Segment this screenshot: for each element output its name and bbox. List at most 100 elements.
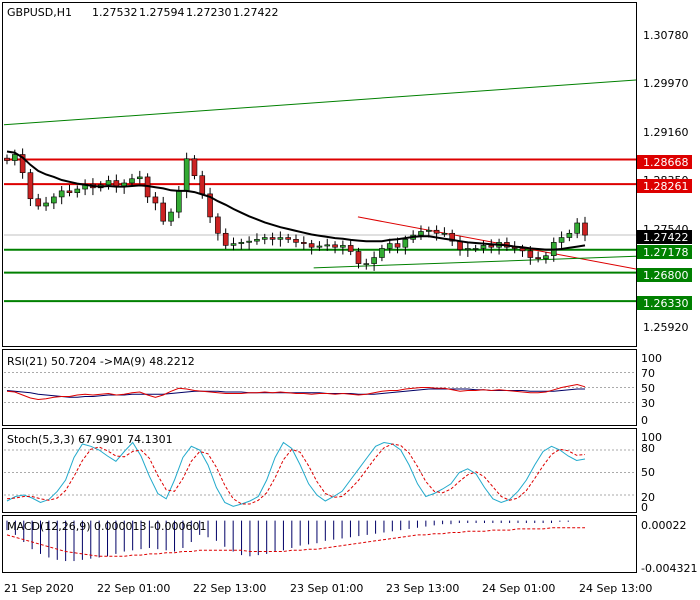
- bearish-candle: [199, 175, 206, 195]
- level-tag-bg: [637, 268, 692, 282]
- bearish-candle: [160, 202, 167, 222]
- bullish-candle: [340, 245, 346, 248]
- level-tag-bg: [637, 179, 692, 193]
- bearish-candle: [191, 158, 198, 177]
- bullish-candle: [574, 222, 580, 234]
- macd-chart: [6, 520, 585, 562]
- level-tag: 1.26800: [643, 269, 689, 282]
- bullish-candle: [51, 196, 57, 204]
- bearish-candle: [433, 229, 440, 234]
- bullish-candle: [261, 237, 268, 240]
- bullish-candle: [176, 190, 182, 213]
- bullish-candle: [386, 243, 393, 249]
- bearish-candle: [207, 193, 213, 218]
- rsi-axis-label: 50: [641, 382, 655, 395]
- bullish-candle: [136, 176, 143, 180]
- bullish-candle: [480, 245, 487, 249]
- bullish-candle: [363, 263, 370, 265]
- bearish-candle: [394, 243, 401, 248]
- stoch-k-line: [6, 441, 586, 507]
- bearish-candle: [535, 257, 541, 260]
- time-axis-label: 21 Sep 2020: [4, 582, 74, 595]
- bullish-candle: [230, 243, 237, 246]
- bullish-candle: [402, 239, 409, 248]
- bullish-candle: [254, 239, 260, 242]
- ohlc-low: 1.27230: [186, 6, 232, 19]
- current-price-tag: 1.27422: [643, 231, 689, 244]
- level-tag-bg: [637, 296, 692, 310]
- stoch-axis-label: 50: [641, 466, 655, 479]
- symbol-timeframe: GBPUSD,H1: [7, 6, 72, 19]
- ohlc-high: 1.27594: [139, 6, 185, 19]
- price-pane[interactable]: [2, 2, 637, 347]
- moving-average-line: [6, 150, 586, 251]
- rsi-axis-label: 100: [641, 352, 662, 365]
- bearish-candle: [449, 232, 456, 242]
- level-tag: 1.27178: [643, 246, 689, 259]
- bearish-candle: [488, 245, 495, 248]
- bearish-candle: [308, 243, 315, 248]
- bullish-candle: [465, 248, 471, 250]
- bearish-candle: [222, 232, 229, 246]
- macd-pane[interactable]: [2, 515, 637, 573]
- macd-signal-line: [6, 527, 585, 557]
- bullish-candle: [74, 188, 81, 193]
- current-price-tag-bg: [637, 230, 692, 244]
- bullish-candle: [324, 244, 331, 247]
- bearish-candle: [527, 250, 534, 258]
- stoch-axis-label: 80: [641, 442, 655, 455]
- time-axis-label: 24 Sep 01:00: [482, 582, 555, 595]
- rsi-axis: 100 70 50 30 0: [641, 352, 662, 427]
- rsi-axis-label: 0: [641, 414, 648, 427]
- time-axis-label: 22 Sep 13:00: [193, 582, 266, 595]
- bearish-candle: [347, 245, 354, 252]
- time-axis-label: 24 Sep 13:00: [579, 582, 652, 595]
- bearish-candle: [293, 239, 299, 243]
- trendline: [3, 79, 637, 126]
- stoch-d-line: [6, 443, 586, 505]
- bullish-candle: [129, 178, 135, 184]
- stoch-axis-label: 0: [641, 501, 648, 514]
- price-tags: 1.28668 1.28261 1.27422 1.27178 1.26800 …: [637, 155, 692, 310]
- bullish-candle: [566, 232, 573, 238]
- stoch-pane[interactable]: [2, 428, 637, 513]
- bullish-candle: [238, 242, 245, 244]
- bearish-candle: [301, 242, 307, 244]
- bullish-candle: [425, 229, 432, 232]
- ohlc-open: 1.27532: [92, 6, 138, 19]
- bullish-candle: [105, 180, 112, 186]
- rsi-axis-label: 30: [641, 397, 655, 410]
- bullish-candle: [277, 237, 284, 240]
- bearish-candle: [519, 248, 526, 252]
- macd-label: MACD(12,26,9) 0.000013 -0.000601: [7, 520, 206, 533]
- bearish-candle: [269, 237, 276, 240]
- bullish-candle: [183, 158, 190, 192]
- stoch-axis: 100 80 50 20 0: [641, 431, 662, 514]
- price-chart: [3, 79, 637, 303]
- bullish-candle: [379, 248, 385, 258]
- bullish-candle: [246, 240, 252, 243]
- bullish-candle: [543, 255, 549, 260]
- bearish-candle: [285, 237, 291, 240]
- bearish-candle: [582, 222, 588, 236]
- bullish-candle: [418, 231, 424, 236]
- level-tag-bg: [637, 245, 692, 259]
- rsi-line: [6, 383, 586, 401]
- bearish-candle: [4, 157, 10, 161]
- price-axis-label: 1.25920: [643, 321, 689, 334]
- bearish-candle: [332, 244, 338, 248]
- rsi-axis-label: 70: [641, 367, 655, 380]
- macd-axis: 0.00022 -0.004321: [641, 519, 697, 575]
- price-axis-label: 1.29160: [643, 126, 689, 139]
- ohlc-close: 1.27422: [233, 6, 279, 19]
- bullish-candle: [168, 211, 174, 222]
- bearish-candle: [66, 190, 73, 193]
- stoch-axis-label: 100: [641, 431, 662, 444]
- bullish-candle: [371, 257, 377, 264]
- macd-axis-label: 0.00022: [641, 519, 687, 532]
- bearish-candle: [215, 216, 221, 234]
- level-tag: 1.28668: [643, 156, 689, 169]
- bearish-candle: [152, 196, 159, 204]
- stoch-label: Stoch(5,3,3) 67.9901 74.1301: [7, 433, 173, 446]
